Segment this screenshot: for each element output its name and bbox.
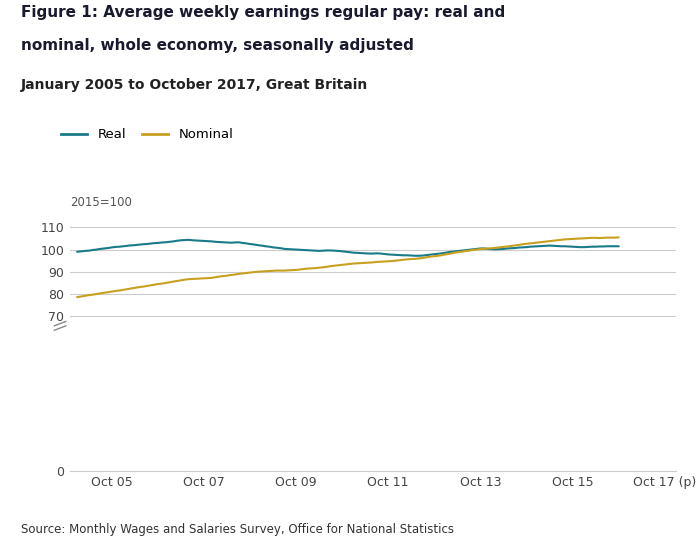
Text: nominal, whole economy, seasonally adjusted: nominal, whole economy, seasonally adjus… xyxy=(21,38,414,53)
Text: Figure 1: Average weekly earnings regular pay: real and: Figure 1: Average weekly earnings regula… xyxy=(21,5,505,21)
Text: 2015=100: 2015=100 xyxy=(70,196,132,209)
Legend: Real, Nominal: Real, Nominal xyxy=(55,123,239,147)
Text: January 2005 to October 2017, Great Britain: January 2005 to October 2017, Great Brit… xyxy=(21,78,368,93)
Text: Source: Monthly Wages and Salaries Survey, Office for National Statistics: Source: Monthly Wages and Salaries Surve… xyxy=(21,523,454,536)
